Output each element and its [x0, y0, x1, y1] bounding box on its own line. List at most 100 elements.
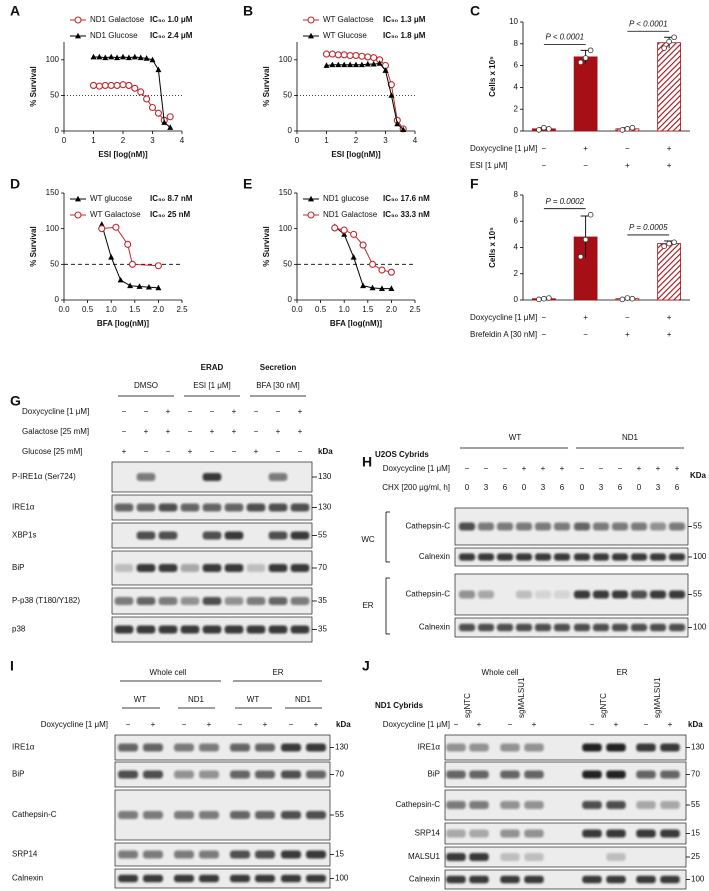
condition-sign: 6	[675, 483, 680, 492]
condition-sign: +	[667, 144, 672, 153]
data-point	[347, 61, 354, 68]
blot-band	[636, 875, 656, 884]
replicate-point	[671, 239, 677, 246]
x-tick-label: 1	[324, 136, 329, 145]
condition-sign: +	[298, 407, 303, 416]
replicate-point	[582, 55, 589, 61]
blot-band	[143, 850, 163, 859]
data-point	[394, 120, 401, 127]
data-point	[364, 60, 371, 67]
blot-band	[592, 522, 610, 531]
data-point	[358, 52, 366, 60]
legend-ic50: IC₅₀ 25 nM	[150, 210, 191, 219]
blot-band	[496, 623, 514, 632]
legend-label: WT Glucose	[323, 31, 367, 40]
panel-letter: G	[10, 393, 21, 409]
replicate-point	[666, 240, 672, 247]
y-tick-label: 150	[279, 188, 293, 197]
data-point	[112, 223, 120, 231]
legend-marker	[308, 195, 314, 202]
blot-band	[515, 522, 533, 531]
mw-marker: 130	[335, 743, 349, 752]
blot-band	[524, 853, 544, 861]
blot-header: ND1 Cybrids	[375, 701, 424, 710]
blot-band	[592, 623, 610, 632]
condition-sign: +	[668, 720, 673, 729]
blot-band	[630, 522, 648, 531]
blot-band	[668, 590, 686, 599]
y-axis-label: % Survival	[262, 66, 271, 106]
condition-sign: +	[276, 427, 281, 436]
mw-marker: 130	[318, 503, 332, 512]
condition-sign: −	[276, 447, 281, 456]
blot-band	[630, 590, 648, 599]
blot-band	[136, 531, 156, 540]
blot-band	[306, 743, 326, 752]
protein-label: Calnexin	[12, 874, 43, 883]
condition-sign: −	[542, 144, 547, 153]
blot-band	[281, 770, 301, 779]
condition-sign: −	[599, 464, 604, 473]
y-tick-label: 0	[55, 295, 60, 304]
legend-marker	[307, 16, 315, 24]
replicate-point	[629, 124, 636, 131]
data-point	[350, 254, 357, 260]
blot-band	[281, 850, 301, 859]
condition-sign: +	[254, 447, 259, 456]
blot-band	[573, 590, 591, 599]
condition-sign: −	[210, 447, 215, 456]
blot-header: sgNTC	[463, 693, 472, 718]
blot-band	[500, 829, 520, 838]
replicate-point	[661, 243, 667, 249]
replicate-point	[624, 126, 631, 132]
y-tick-label: 8	[514, 39, 519, 48]
blot-band	[496, 522, 514, 531]
replicate-point	[587, 47, 594, 54]
blot-band	[515, 553, 533, 561]
data-point	[136, 283, 143, 289]
protein-label: IRE1α	[12, 503, 35, 512]
condition-sign: 3	[656, 483, 661, 492]
blot-band	[500, 801, 520, 809]
legend-ic50: IC₅₀ 1.0 μM	[150, 15, 193, 24]
data-point	[378, 266, 386, 274]
legend-marker	[74, 211, 82, 219]
blot-band	[158, 503, 178, 512]
blot-band	[649, 590, 667, 599]
condition-sign: +	[667, 161, 672, 170]
blot-band	[136, 625, 156, 634]
data-point	[145, 283, 152, 290]
protein-label: P-IRE1α (Ser724)	[12, 472, 76, 481]
blot-band	[515, 590, 533, 599]
x-tick-label: 3	[383, 136, 388, 145]
mw-marker: 100	[335, 874, 349, 883]
condition-sign: −	[188, 427, 193, 436]
kda-label: kDa	[688, 720, 703, 729]
blot-band	[592, 590, 610, 599]
blot-band	[202, 531, 222, 540]
legend-label: ND1 Galactose	[323, 210, 378, 219]
data-point	[117, 276, 124, 283]
blot-band	[268, 625, 288, 634]
blot-band	[174, 770, 194, 779]
blot-header: ERAD	[201, 363, 224, 372]
replicate-point	[541, 295, 547, 302]
y-axis-label: Cells x 10⁵	[488, 56, 497, 97]
blot-band	[582, 770, 602, 779]
replicate-point	[546, 126, 552, 132]
blot-band	[118, 874, 138, 883]
x-axis-label: ESI [log(nM)]	[98, 150, 148, 159]
legend-label: WT Galactose	[323, 15, 374, 24]
blot-band	[660, 743, 680, 752]
y-tick-label: 4	[514, 243, 519, 252]
legend-marker	[75, 195, 81, 202]
protein-label: BiP	[428, 770, 440, 779]
blot-band	[477, 553, 495, 561]
replicate-point	[619, 127, 626, 133]
condition-sign: +	[656, 464, 661, 473]
condition-sign: 0	[637, 483, 642, 492]
blot-band	[118, 811, 138, 819]
mw-marker: 15	[691, 829, 700, 838]
blot-band	[255, 874, 275, 883]
data-point	[370, 60, 377, 67]
